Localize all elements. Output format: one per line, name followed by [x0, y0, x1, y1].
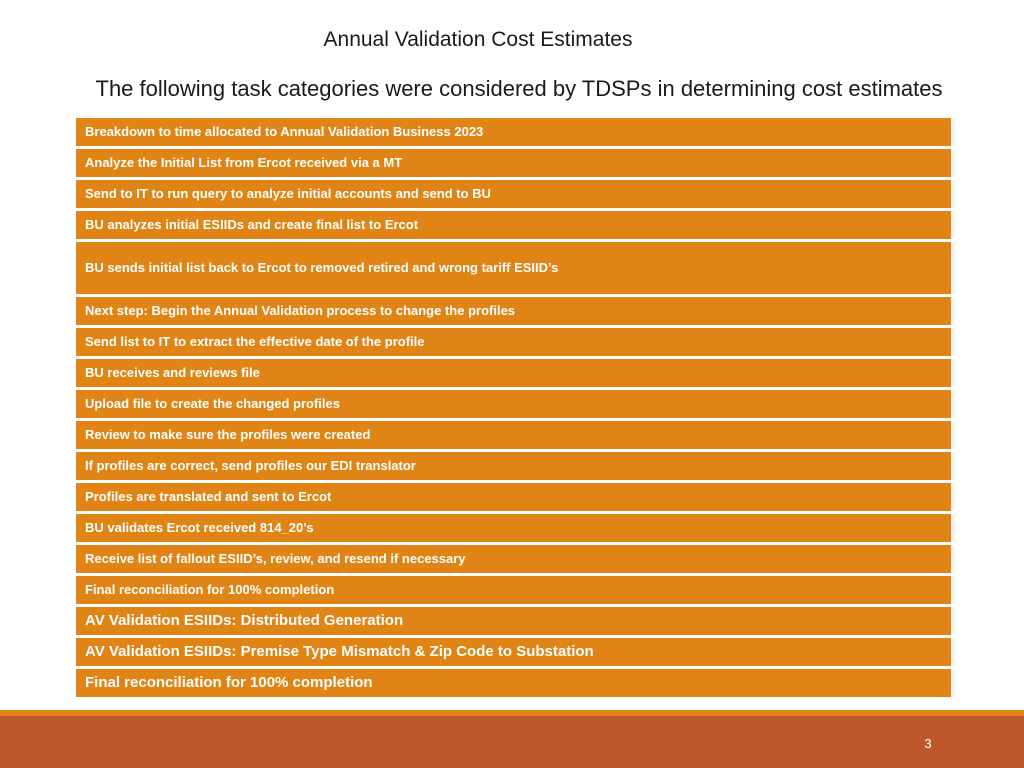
page-number: 3 [924, 736, 932, 751]
task-row: Review to make sure the profiles were cr… [76, 421, 955, 449]
task-row: Send list to IT to extract the effective… [76, 328, 955, 356]
task-row: If profiles are correct, send profiles o… [76, 452, 955, 480]
task-row: AV Validation ESIIDs: Distributed Genera… [76, 607, 955, 635]
task-row: Profiles are translated and sent to Erco… [76, 483, 955, 511]
footer-band [0, 716, 1024, 768]
task-row: Final reconciliation for 100% completion [76, 669, 955, 697]
task-row: Upload file to create the changed profil… [76, 390, 955, 418]
task-row: Final reconciliation for 100% completion [76, 576, 955, 604]
slide-title: Annual Validation Cost Estimates [323, 28, 633, 51]
task-table: Breakdown to time allocated to Annual Va… [76, 118, 955, 697]
task-row: BU sends initial list back to Ercot to r… [76, 242, 955, 294]
task-row: Receive list of fallout ESIID’s, review,… [76, 545, 955, 573]
task-row: AV Validation ESIIDs: Premise Type Misma… [76, 638, 955, 666]
footer-rule [0, 710, 1024, 716]
task-row: BU analyzes initial ESIIDs and create fi… [76, 211, 955, 239]
task-row: BU receives and reviews file [76, 359, 955, 387]
task-row: BU validates Ercot received 814_20’s [76, 514, 955, 542]
slide-subtitle: The following task categories were consi… [95, 76, 943, 101]
task-row: Send to IT to run query to analyze initi… [76, 180, 955, 208]
task-row-breakdown-header: Breakdown to time allocated to Annual Va… [76, 118, 955, 146]
task-row: Analyze the Initial List from Ercot rece… [76, 149, 955, 177]
task-row: Next step: Begin the Annual Validation p… [76, 297, 955, 325]
